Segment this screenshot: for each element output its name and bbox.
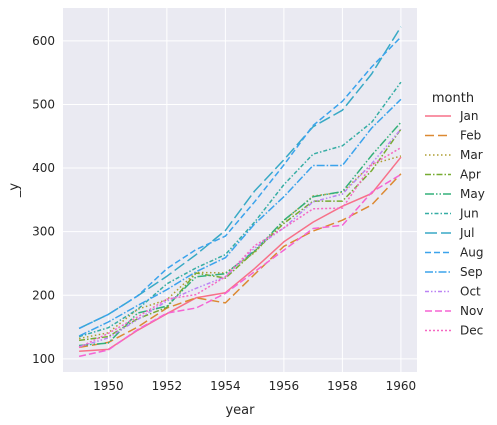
legend-item-jul: Jul	[425, 226, 474, 240]
x-tick-label: 1956	[269, 379, 300, 393]
y-axis-label: _y	[7, 183, 22, 199]
legend-label: Feb	[460, 129, 481, 143]
y-tick-label: 200	[32, 288, 55, 302]
series-line-oct	[78, 128, 402, 348]
x-tick-label: 1958	[327, 379, 358, 393]
series-oct	[78, 128, 402, 348]
y-tick-label: 600	[32, 34, 55, 48]
series-line-jan	[79, 156, 402, 353]
legend-label: Jan	[459, 109, 479, 123]
y-tick-labels: 100 200 300 400 500 600	[32, 34, 55, 366]
legend-item-oct: Oct	[425, 285, 481, 299]
series-jul	[78, 26, 402, 330]
legend-title: month	[432, 91, 474, 106]
x-tick-label: 1960	[386, 379, 417, 393]
legend-item-sep: Sep	[425, 265, 483, 279]
legend-label: Oct	[460, 285, 481, 299]
x-tick-labels: 1950 1952 1954 1956 1958 1960	[93, 379, 416, 393]
legend-item-aug: Aug	[425, 246, 483, 260]
plot-background	[63, 8, 417, 372]
series-line-feb	[78, 173, 402, 349]
legend-label: May	[460, 187, 485, 201]
legend-label: Jun	[459, 207, 479, 221]
legend-label: Apr	[460, 168, 481, 182]
legend-label: Nov	[460, 304, 483, 318]
series-line-may	[79, 121, 402, 347]
legend-item-feb: Feb	[425, 129, 481, 143]
legend-item-mar: Mar	[425, 148, 483, 162]
legend-label: Dec	[460, 324, 483, 338]
grid	[63, 8, 417, 372]
x-tick-label: 1950	[93, 379, 124, 393]
legend-item-dec: Dec	[425, 324, 483, 338]
series-feb	[78, 173, 402, 349]
y-tick-label: 400	[32, 161, 55, 175]
legend-item-jun: Jun	[425, 207, 479, 221]
legend-label: Aug	[460, 246, 483, 260]
legend: month Jan Feb Mar Apr May Jun Jul Aug Sep Oct Nov D…	[425, 91, 485, 338]
y-tick-label: 300	[32, 225, 55, 239]
series-line-sep	[78, 98, 402, 337]
legend-item-nov: Nov	[425, 304, 483, 318]
y-tick-label: 100	[32, 352, 55, 366]
series-layer	[78, 26, 402, 358]
series-apr	[79, 128, 402, 342]
series-may	[79, 121, 402, 347]
x-axis-label: year	[225, 403, 255, 418]
series-line-jul	[78, 26, 402, 330]
legend-item-jan: Jan	[425, 109, 479, 123]
series-jun	[78, 81, 402, 338]
legend-item-may: May	[425, 187, 485, 201]
legend-item-apr: Apr	[425, 168, 481, 182]
legend-label: Mar	[460, 148, 483, 162]
series-sep	[78, 98, 402, 337]
series-aug	[78, 36, 402, 330]
y-tick-label: 500	[32, 97, 55, 111]
series-dec	[78, 147, 402, 349]
series-line-dec	[78, 147, 402, 349]
x-tick-label: 1954	[210, 379, 241, 393]
series-line-aug	[78, 36, 402, 330]
series-jan	[79, 156, 402, 353]
legend-label: Sep	[460, 265, 483, 279]
x-tick-label: 1952	[152, 379, 183, 393]
series-line-jun	[78, 81, 402, 338]
legend-label: Jul	[459, 226, 474, 240]
series-line-apr	[79, 128, 402, 342]
